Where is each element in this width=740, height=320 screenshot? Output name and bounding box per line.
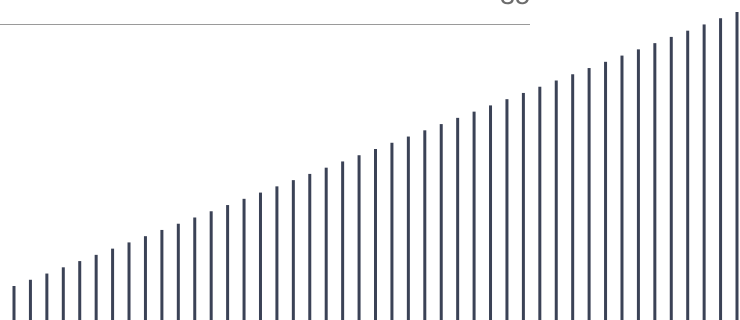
decorative-bar <box>735 12 739 320</box>
decorative-bar <box>12 286 16 320</box>
decorative-bar <box>357 155 361 320</box>
decorative-bar <box>439 124 443 320</box>
decorative-bar <box>571 74 575 320</box>
decorative-bar <box>45 273 49 320</box>
decorative-bar <box>505 99 509 320</box>
decorative-bar <box>702 24 706 320</box>
decorative-bar <box>143 236 147 320</box>
decorative-bar <box>554 80 558 320</box>
decorative-bar <box>308 173 312 320</box>
decorative-bar <box>176 223 180 320</box>
decorative-bar <box>489 105 493 320</box>
decorative-bar <box>521 92 525 320</box>
decorative-bar <box>620 55 624 320</box>
bar-group <box>12 12 739 320</box>
decorative-bar <box>291 180 295 320</box>
decorative-bar <box>275 186 279 320</box>
decorative-bar <box>111 248 115 320</box>
decorative-bar <box>78 261 82 320</box>
header-divider <box>0 24 530 25</box>
decorative-bar <box>686 30 690 320</box>
decorative-bar <box>472 111 476 320</box>
decorative-bar <box>193 217 197 320</box>
decorative-bar <box>406 136 410 320</box>
decorative-bar <box>719 18 723 320</box>
decorative-bar <box>587 68 591 320</box>
decorative-bar <box>653 43 657 320</box>
page-number: 35 <box>400 0 530 10</box>
decorative-bar <box>242 198 246 320</box>
decorative-bar <box>636 49 640 320</box>
decorative-bar <box>538 86 542 320</box>
decorative-bar <box>390 142 394 320</box>
decorative-bar <box>160 229 164 320</box>
decorative-bar <box>604 61 608 320</box>
decorative-bar <box>258 192 262 320</box>
decorative-bar <box>28 279 32 320</box>
decorative-bar <box>456 117 460 320</box>
decorative-bar <box>226 205 230 320</box>
decorative-bar <box>61 267 65 320</box>
decorative-bar <box>341 161 345 320</box>
decorative-bar <box>374 149 377 320</box>
decorative-bar <box>669 36 673 320</box>
decorative-bar <box>94 254 98 320</box>
decorative-bar <box>324 167 328 320</box>
decorative-bar <box>423 130 427 320</box>
decorative-bar <box>127 242 131 320</box>
decorative-bar <box>209 211 213 320</box>
